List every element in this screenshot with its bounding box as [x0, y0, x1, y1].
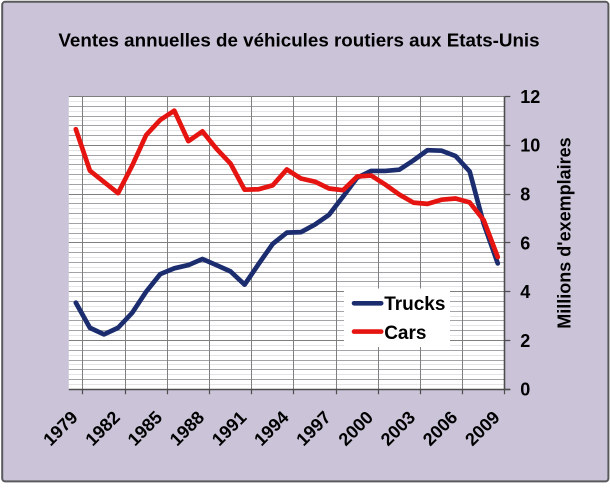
- svg-text:12: 12: [520, 87, 540, 107]
- svg-text:6: 6: [520, 233, 530, 253]
- svg-text:Ventes annuelles de véhicules: Ventes annuelles de véhicules routiers a…: [58, 29, 539, 50]
- svg-text:Millions d'exemplaires: Millions d'exemplaires: [555, 137, 575, 328]
- svg-text:Trucks: Trucks: [384, 294, 445, 315]
- svg-text:4: 4: [520, 282, 530, 302]
- svg-text:0: 0: [520, 380, 530, 400]
- svg-text:8: 8: [520, 185, 530, 205]
- svg-text:2: 2: [520, 331, 530, 351]
- svg-text:Cars: Cars: [384, 323, 426, 344]
- svg-text:10: 10: [520, 136, 540, 156]
